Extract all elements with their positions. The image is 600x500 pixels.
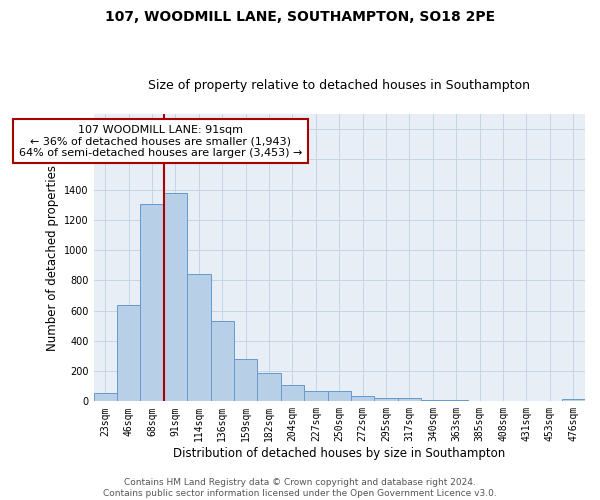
Bar <box>304 391 328 402</box>
Bar <box>117 304 140 402</box>
Text: 107, WOODMILL LANE, SOUTHAMPTON, SO18 2PE: 107, WOODMILL LANE, SOUTHAMPTON, SO18 2P… <box>105 10 495 24</box>
X-axis label: Distribution of detached houses by size in Southampton: Distribution of detached houses by size … <box>173 447 505 460</box>
Bar <box>421 400 445 402</box>
Bar <box>374 398 398 402</box>
Bar <box>398 398 421 402</box>
Title: Size of property relative to detached houses in Southampton: Size of property relative to detached ho… <box>148 79 530 92</box>
Bar <box>140 204 164 402</box>
Bar <box>281 385 304 402</box>
Bar <box>94 393 117 402</box>
Bar <box>211 322 234 402</box>
Bar <box>257 373 281 402</box>
Text: Contains HM Land Registry data © Crown copyright and database right 2024.
Contai: Contains HM Land Registry data © Crown c… <box>103 478 497 498</box>
Bar <box>164 194 187 402</box>
Bar <box>234 360 257 402</box>
Bar <box>328 391 351 402</box>
Text: 107 WOODMILL LANE: 91sqm
← 36% of detached houses are smaller (1,943)
64% of sem: 107 WOODMILL LANE: 91sqm ← 36% of detach… <box>19 124 302 158</box>
Bar <box>445 400 468 402</box>
Bar <box>187 274 211 402</box>
Y-axis label: Number of detached properties: Number of detached properties <box>46 164 59 350</box>
Bar <box>468 400 491 402</box>
Bar <box>351 396 374 402</box>
Bar <box>562 398 585 402</box>
